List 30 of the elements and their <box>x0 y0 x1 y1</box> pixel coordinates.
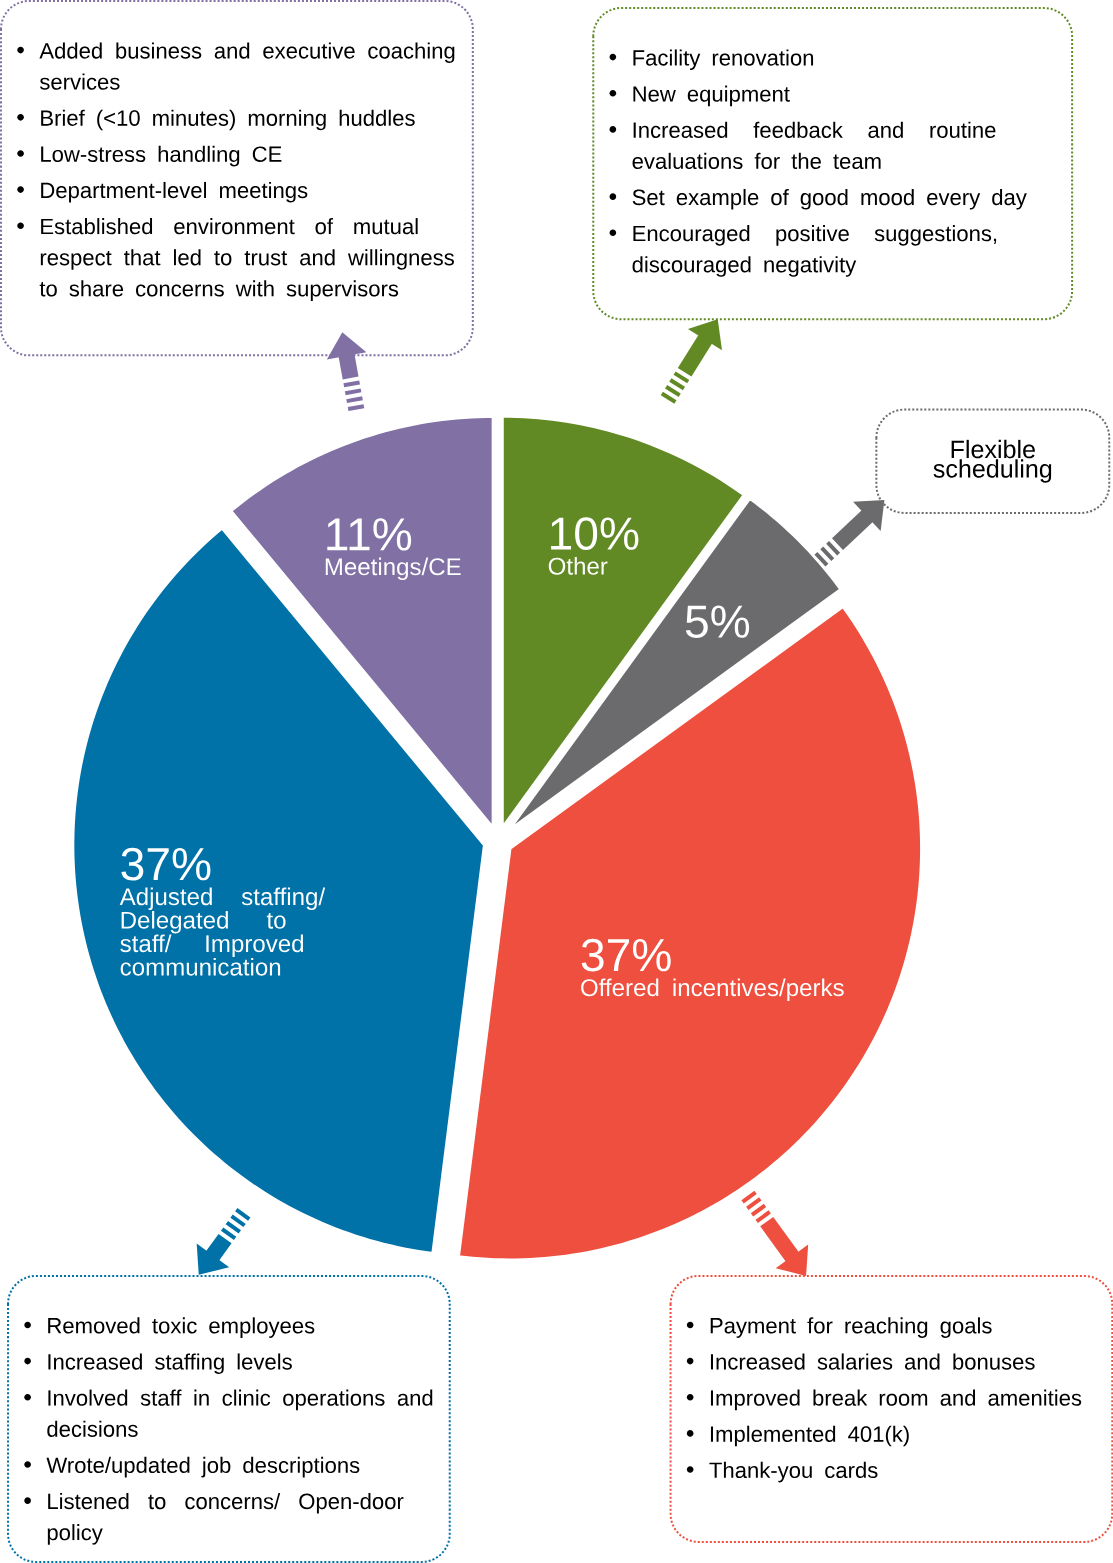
text: Increased feedback and routine evaluations for the team <box>632 121 996 170</box>
text: Involved staff in clinic operations and decisions <box>47 1389 433 1437</box>
text: Low-stress handling CE <box>41 145 282 167</box>
text: Removed toxic employees <box>48 1317 315 1338</box>
text: Department-level meetings <box>41 181 308 203</box>
text: Set example of good mood every day <box>632 188 1027 210</box>
text: Established environment of mutual respect that led to trust and willingness to share concerns with supervisors <box>39 218 454 301</box>
slice-label: Meetings/CE <box>325 557 461 581</box>
data-label: 5% <box>685 605 749 638</box>
text: Improved break room and amenities <box>710 1389 1082 1411</box>
text: Implemented 401(k) <box>710 1425 909 1447</box>
text: Flexible scheduling <box>933 439 1052 483</box>
slice-label: Adjusted staffing/ Delegated to staff/ Improved communication <box>119 887 326 976</box>
text: Brief (<10 minutes) morning huddles <box>41 109 415 131</box>
text: Facility renovation <box>633 49 813 71</box>
text: Listened to concerns/ Open-door policy <box>47 1492 404 1545</box>
text: New equipment <box>633 85 790 107</box>
data-label: 10% <box>551 517 639 551</box>
data-label: 11% <box>327 518 412 551</box>
slice-label: Other <box>548 557 608 575</box>
slice-label: Offered incentives/perks <box>580 978 844 1001</box>
text: Encouraged positive suggestions, discouraged negativity <box>632 225 996 277</box>
data-label: 37% <box>581 938 671 972</box>
text: Wrote/updated job descriptions <box>46 1456 360 1478</box>
text: Payment for reaching goals <box>710 1317 992 1338</box>
data-label: 37% <box>121 847 211 881</box>
text: Increased staffing levels <box>48 1353 292 1375</box>
text: Increased salaries and bonuses <box>710 1353 1035 1370</box>
text: Added business and executive coaching services <box>39 42 455 90</box>
text: Thank-you cards <box>709 1461 878 1483</box>
